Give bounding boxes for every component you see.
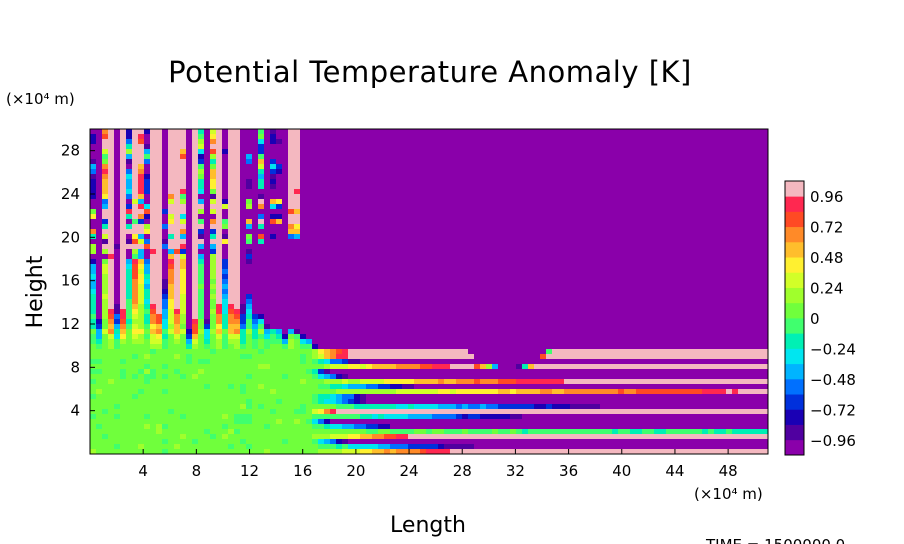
colorbar-label: −0.48 [810,371,856,389]
colorbar-swatch [785,302,804,319]
y-tick-label: 28 [61,142,80,160]
x-tick-label: 24 [400,462,419,480]
time-stamp: TIME = 1500000.0 [705,536,845,544]
y-tick-label: 12 [61,315,80,333]
y-tick-label: 20 [61,228,80,246]
y-tick-label: 8 [70,358,80,376]
colorbar-swatch [785,424,804,441]
colorbar-swatch [785,181,804,197]
x-ticks: 4 8 12 16 20 24 28 32 36 40 44 48 [138,449,738,480]
x-tick-label: 44 [665,462,684,480]
x-axis-unit: (×10⁴ m) [694,485,763,503]
colorbar-swatch [785,257,804,273]
colorbar-swatch [785,226,804,243]
colorbar-swatch [785,241,804,258]
heatmap-field [90,129,768,454]
colorbar-label: 0.48 [810,249,843,267]
x-tick-label: 20 [346,462,365,480]
x-tick-label: 16 [293,462,312,480]
x-axis-label: Length [390,513,466,538]
x-tick-label: 32 [506,462,525,480]
colorbar-swatch [785,363,804,380]
y-tick-label: 24 [61,185,80,203]
y-tick-label: 4 [70,402,80,420]
x-tick-label: 36 [559,462,578,480]
y-axis-unit: (×10⁴ m) [6,90,75,108]
x-tick-label: 48 [719,462,738,480]
colorbar-swatch [785,287,804,304]
colorbar-label: −0.96 [810,432,856,450]
x-tick-label: 8 [192,462,202,480]
x-tick-label: 12 [240,462,259,480]
y-axis-label: Height [23,255,48,328]
colorbar-label: −0.24 [810,340,856,358]
colorbar-swatch [785,333,804,349]
y-ticks: 4 8 12 16 20 24 28 [61,142,95,420]
colorbar-label: 0 [810,310,820,328]
colorbar-swatch [785,394,804,410]
colorbar: 0.96 0.72 0.48 0.24 0 −0.24 −0.48 −0.72 −0.96 [784,180,856,456]
chart-title: Potential Temperature Anomaly [K] [168,55,692,89]
colorbar-label: −0.72 [810,401,856,419]
plot-frame [89,128,769,455]
colorbar-swatch [785,196,804,212]
colorbar-swatch [785,348,804,365]
colorbar-label: 0.24 [810,280,843,298]
colorbar-swatch [785,409,804,425]
x-tick-label: 4 [138,462,148,480]
colorbar-label: 0.72 [810,219,843,237]
colorbar-label: 0.96 [810,188,843,206]
colorbar-swatch [785,211,804,228]
colorbar-swatch [785,272,804,288]
colorbar-swatch [785,439,804,456]
x-tick-label: 28 [453,462,472,480]
colorbar-swatch [785,378,804,395]
x-tick-label: 40 [612,462,631,480]
colorbar-frame [784,180,805,456]
y-tick-label: 16 [61,272,80,290]
colorbar-swatch [785,318,804,334]
